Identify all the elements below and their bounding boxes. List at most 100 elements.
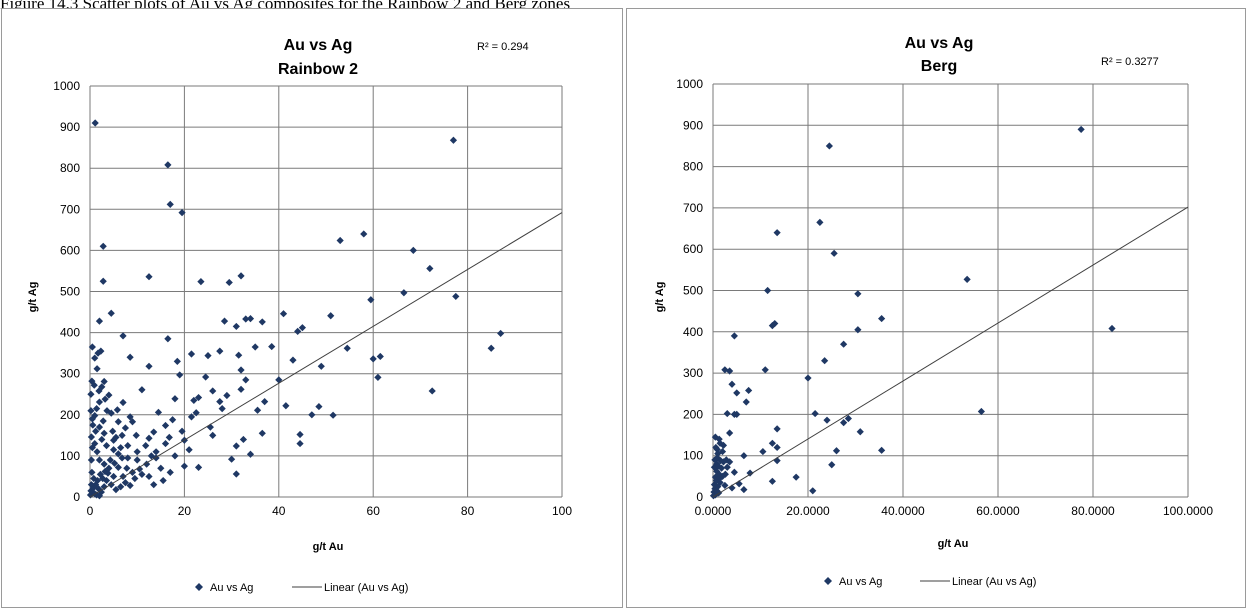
r-squared-label: R² = 0.3277 bbox=[1101, 56, 1159, 68]
x-tick-label: 20 bbox=[178, 504, 192, 518]
gridlines bbox=[712, 83, 1189, 498]
data-point bbox=[93, 476, 102, 485]
data-point bbox=[112, 433, 120, 442]
data-point bbox=[114, 463, 122, 472]
data-point bbox=[169, 416, 177, 424]
data-point bbox=[89, 421, 97, 429]
data-point bbox=[216, 347, 224, 355]
y-tick-label: 100 bbox=[60, 449, 80, 463]
legend-marker-diamond bbox=[195, 583, 203, 591]
x-tick-label: 40.0000 bbox=[881, 504, 925, 518]
data-point bbox=[97, 347, 105, 355]
data-point bbox=[232, 322, 240, 331]
data-point bbox=[225, 278, 233, 287]
data-point bbox=[190, 396, 198, 405]
data-point bbox=[840, 419, 848, 427]
y-tick-label: 500 bbox=[683, 284, 703, 298]
data-point bbox=[117, 444, 125, 452]
data-point bbox=[95, 317, 104, 325]
data-point bbox=[821, 357, 829, 365]
data-point bbox=[138, 470, 146, 478]
data-point bbox=[374, 373, 382, 381]
chart-rainbow-2-svg: Au vs Ag Rainbow 2 R² = 0.294 g/t Au g/t… bbox=[27, 37, 572, 594]
y-tick-label: 600 bbox=[60, 243, 80, 257]
data-point bbox=[204, 352, 212, 360]
data-point bbox=[93, 365, 101, 373]
data-point bbox=[133, 456, 141, 464]
data-point bbox=[87, 433, 96, 441]
data-point bbox=[714, 450, 722, 458]
data-point bbox=[180, 462, 188, 470]
data-point bbox=[202, 373, 210, 381]
data-point bbox=[742, 398, 750, 406]
data-point bbox=[133, 448, 141, 456]
data-point bbox=[761, 366, 769, 374]
data-point bbox=[126, 481, 134, 490]
y-tick-label: 1000 bbox=[676, 77, 703, 91]
data-point bbox=[147, 452, 155, 460]
data-point bbox=[110, 436, 118, 444]
y-tick-label: 1000 bbox=[53, 79, 80, 93]
data-point bbox=[854, 290, 862, 298]
data-point bbox=[187, 350, 196, 358]
data-point bbox=[721, 481, 729, 490]
data-point bbox=[289, 356, 297, 364]
data-point bbox=[963, 275, 971, 283]
data-point bbox=[150, 428, 158, 436]
y-tick-label: 700 bbox=[60, 202, 80, 216]
data-point bbox=[261, 398, 269, 406]
data-point bbox=[228, 455, 236, 463]
data-point bbox=[99, 242, 107, 250]
x-tick-label: 60 bbox=[367, 504, 381, 518]
x-tick-label: 0.0000 bbox=[695, 504, 732, 518]
data-point bbox=[253, 406, 262, 414]
data-point bbox=[171, 452, 179, 460]
chart-title-line-2: Rainbow 2 bbox=[278, 61, 358, 78]
data-point bbox=[145, 273, 153, 281]
data-point bbox=[840, 340, 848, 348]
data-point bbox=[296, 430, 304, 439]
data-point bbox=[237, 272, 245, 280]
data-point bbox=[121, 479, 129, 487]
data-point bbox=[113, 406, 121, 414]
data-point bbox=[150, 481, 158, 489]
data-point bbox=[856, 428, 864, 436]
data-point bbox=[142, 442, 150, 450]
y-tick-label: 800 bbox=[683, 160, 703, 174]
data-point bbox=[119, 332, 127, 340]
legend: Au vs Ag Linear (Au vs Ag) bbox=[195, 582, 408, 594]
data-point bbox=[107, 309, 115, 317]
y-tick-label: 200 bbox=[60, 408, 80, 422]
x-tick-label: 80 bbox=[461, 504, 475, 518]
y-axis-label: g/t Ag bbox=[654, 282, 666, 313]
data-point bbox=[315, 402, 323, 411]
data-point bbox=[159, 476, 167, 485]
data-point bbox=[487, 344, 495, 352]
data-point bbox=[88, 415, 96, 423]
data-point bbox=[91, 354, 99, 362]
chart-title-line-1: Au vs Ag bbox=[284, 37, 353, 54]
data-point bbox=[104, 469, 112, 477]
data-point bbox=[844, 414, 852, 423]
data-point bbox=[232, 470, 240, 478]
x-tick-label: 100.0000 bbox=[1163, 504, 1213, 518]
data-point bbox=[105, 391, 113, 399]
data-point bbox=[93, 405, 101, 413]
data-point bbox=[95, 398, 104, 406]
data-point bbox=[95, 492, 104, 500]
data-point bbox=[823, 416, 831, 424]
data-point bbox=[128, 468, 137, 476]
chart-berg-svg: Au vs Ag Berg R² = 0.3277 g/t Au g/t Ag … bbox=[654, 35, 1213, 588]
data-point bbox=[220, 317, 229, 325]
data-point bbox=[96, 470, 104, 478]
data-point bbox=[161, 439, 170, 448]
data-point bbox=[89, 484, 97, 492]
data-point bbox=[721, 470, 729, 478]
y-tick-label: 0 bbox=[696, 490, 703, 504]
x-tick-label: 80.0000 bbox=[1071, 504, 1115, 518]
data-point bbox=[101, 395, 109, 403]
data-point bbox=[98, 435, 106, 444]
data-point bbox=[152, 448, 160, 456]
data-point bbox=[194, 463, 203, 472]
data-point bbox=[733, 389, 741, 397]
